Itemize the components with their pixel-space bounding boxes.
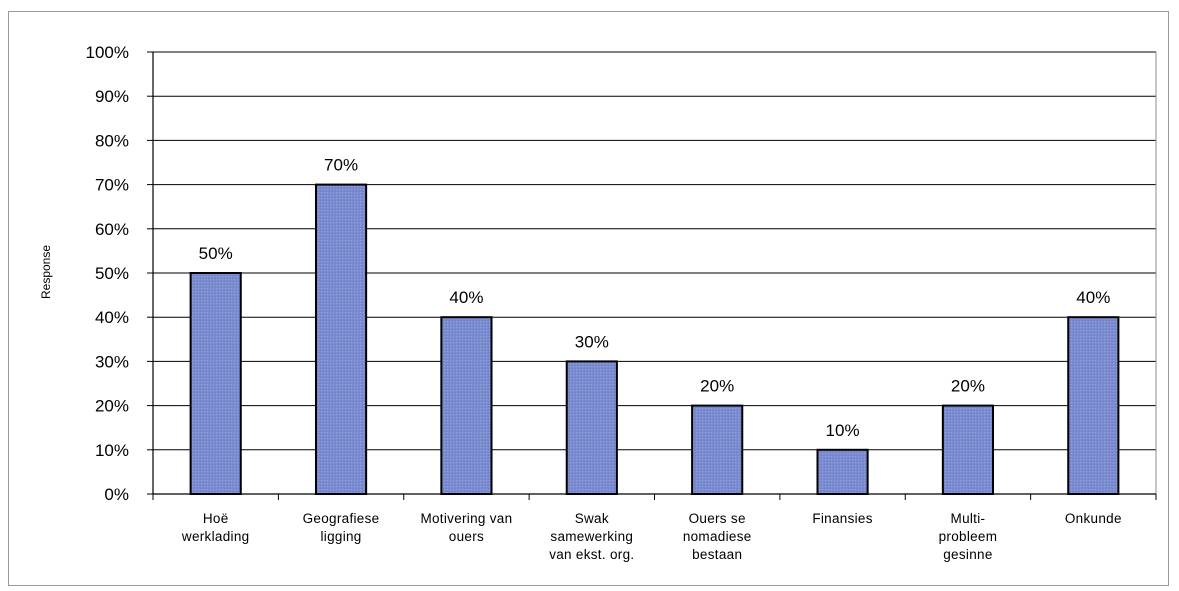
y-axis-title: Response	[39, 245, 53, 299]
bar	[189, 272, 242, 495]
category-label-line: Onkunde	[1065, 511, 1122, 526]
category-label-line: samewerking	[550, 529, 633, 544]
y-tick-label: 100%	[86, 43, 129, 62]
category-label-line: bestaan	[692, 547, 742, 562]
category-label-line: van ekst. org.	[549, 547, 634, 562]
category-label-line: Geografiese	[303, 511, 380, 526]
data-label: 50%	[199, 244, 233, 263]
labels: 0% 10% 20% 30% 40% 50% 60% 70% 80% 90% 100% 50% Hoë w…	[86, 43, 1122, 562]
y-tick-label: 10%	[95, 441, 129, 460]
category-label-line: ligging	[320, 529, 361, 544]
bar	[565, 360, 618, 495]
y-tick-label: 40%	[95, 308, 129, 327]
category-label-line: gesinne	[943, 547, 992, 562]
category-label-line: nomadiese	[683, 529, 752, 544]
category-label: Hoë werklading	[181, 511, 250, 544]
category-label: Multi-probleem gesinne	[939, 511, 998, 562]
y-tick-label: 70%	[95, 176, 129, 195]
category-label-line: ouers	[449, 529, 484, 544]
category-label-line: werklading	[181, 529, 250, 544]
bar	[1067, 316, 1120, 496]
category-label-line: Hoë	[203, 511, 229, 526]
bars	[189, 183, 1120, 496]
data-label: 40%	[449, 288, 483, 307]
category-label: Ouers se nomadiese bestaan	[683, 511, 752, 562]
y-tick-label: 60%	[95, 220, 129, 239]
category-label: Motivering van ouers	[420, 511, 512, 544]
bar	[691, 404, 744, 496]
category-label-line: Ouers se	[689, 511, 746, 526]
y-tick-label: 80%	[95, 131, 129, 150]
data-label: 10%	[826, 421, 860, 440]
category-label-line: Finansies	[812, 511, 872, 526]
data-label: 30%	[575, 332, 609, 351]
data-label: 70%	[324, 156, 358, 175]
chart-frame	[8, 11, 1169, 586]
bar	[440, 316, 493, 496]
y-tick-label: 90%	[95, 87, 129, 106]
axes	[147, 51, 1157, 500]
category-label: Geografiese ligging	[303, 511, 380, 544]
bar	[314, 183, 368, 495]
y-tick-label: 30%	[95, 352, 129, 371]
gridlines	[153, 51, 1156, 451]
category-label: Finansies	[812, 511, 872, 526]
category-label-line: Motivering van	[420, 511, 512, 526]
data-label: 20%	[700, 377, 734, 396]
bar	[816, 448, 869, 495]
y-tick-label: 50%	[95, 264, 129, 283]
category-label-line: Multi-	[951, 511, 986, 526]
y-tick-label: 0%	[104, 485, 129, 504]
category-label: Onkunde	[1065, 511, 1122, 526]
category-label: Swak samewerking van ekst. org.	[549, 511, 634, 562]
category-label-line: probleem	[939, 529, 998, 544]
category-label-line: Swak	[575, 511, 609, 526]
bar	[941, 404, 995, 496]
data-label: 20%	[951, 377, 985, 396]
y-tick-label: 20%	[95, 397, 129, 416]
data-label: 40%	[1076, 288, 1110, 307]
